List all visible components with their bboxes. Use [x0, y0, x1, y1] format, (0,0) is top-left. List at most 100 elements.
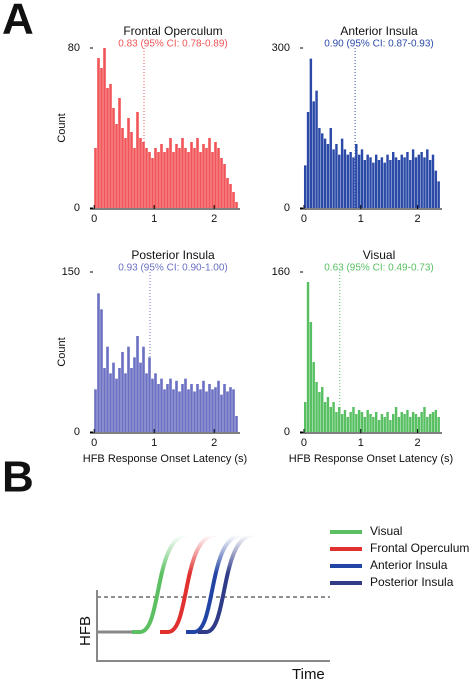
annotation: 0.93 (95% CI: 0.90-1.00)	[118, 263, 228, 274]
bar	[172, 152, 175, 208]
y-tick-label: 300	[272, 42, 290, 54]
bar	[349, 152, 352, 208]
bar	[196, 384, 199, 432]
bar	[118, 98, 121, 208]
bar	[214, 387, 217, 432]
bar	[306, 282, 310, 432]
x-label: Time	[292, 666, 325, 683]
bar	[318, 392, 321, 432]
bar	[133, 357, 136, 432]
bar	[372, 162, 375, 208]
bar	[187, 389, 190, 432]
bar	[349, 412, 352, 432]
bar	[318, 128, 321, 208]
bar	[355, 144, 358, 208]
legend-label: Anterior Insula	[370, 558, 448, 572]
bar	[426, 149, 429, 208]
bar	[184, 378, 187, 432]
bar	[97, 58, 100, 208]
bar	[223, 384, 226, 432]
bar	[160, 144, 163, 208]
response-curve	[198, 533, 255, 634]
bar	[229, 184, 232, 208]
bar	[326, 144, 330, 208]
bar	[312, 101, 315, 208]
bar	[202, 380, 205, 432]
bar	[121, 128, 124, 208]
y-tick-label: 80	[68, 42, 80, 54]
y-tick-label: 0	[284, 426, 290, 438]
bar	[100, 68, 103, 208]
bar	[343, 410, 347, 432]
bar	[193, 391, 196, 432]
x-label: HFB Response Onset Latency (s)	[289, 453, 453, 465]
bar	[205, 391, 208, 432]
bar	[217, 148, 220, 208]
bar	[346, 417, 350, 432]
bar	[400, 154, 403, 208]
bar	[403, 157, 406, 208]
bar	[145, 148, 148, 208]
bar	[112, 362, 115, 432]
bar	[431, 154, 435, 208]
bar	[394, 157, 398, 208]
bar	[109, 373, 112, 432]
bar	[303, 402, 307, 432]
bar	[169, 378, 172, 432]
bar	[417, 154, 421, 208]
bar	[154, 373, 157, 432]
bar	[127, 346, 130, 432]
bar	[121, 352, 124, 432]
bar	[394, 407, 398, 432]
bar	[169, 138, 172, 208]
bar	[355, 414, 358, 432]
x-label: HFB Response Onset Latency (s)	[83, 453, 247, 465]
bar	[335, 144, 338, 208]
bar	[338, 154, 341, 208]
bar	[326, 397, 330, 432]
bar	[196, 138, 199, 208]
bar	[139, 138, 142, 208]
bar	[383, 417, 386, 432]
bar	[151, 158, 154, 208]
bar	[352, 157, 355, 208]
bar	[136, 112, 139, 208]
chart-title: Visual	[363, 248, 395, 262]
bar	[190, 142, 193, 208]
bar	[175, 144, 178, 208]
y-tick-label: 160	[272, 266, 290, 278]
y-tick-label: 150	[62, 266, 80, 278]
x-tick-label: 0	[301, 213, 307, 225]
bar	[139, 362, 142, 432]
bar	[426, 417, 429, 432]
bar	[332, 402, 335, 432]
bar	[187, 152, 190, 208]
bar	[386, 412, 389, 432]
bar	[142, 346, 145, 432]
bar	[400, 412, 403, 432]
bar	[127, 118, 130, 208]
bar	[109, 84, 112, 208]
bar	[369, 157, 372, 208]
annotation: 0.83 (95% CI: 0.78-0.89)	[118, 39, 228, 50]
bar	[428, 414, 432, 432]
bar	[103, 368, 106, 432]
chart-title: Posterior Insula	[131, 248, 215, 262]
chart-title: Anterior Insula	[340, 24, 418, 38]
bar	[214, 142, 217, 208]
response-curve	[160, 533, 217, 634]
y-tick-label: 0	[74, 426, 80, 438]
bar	[423, 157, 426, 208]
annotation: 0.90 (95% CI: 0.87-0.93)	[324, 39, 434, 50]
bar	[437, 417, 440, 432]
bar	[406, 410, 409, 432]
bar	[202, 144, 205, 208]
bar	[309, 58, 313, 208]
x-tick-label: 1	[151, 213, 157, 225]
bar	[414, 157, 418, 208]
bar	[208, 138, 211, 208]
legend-label: Posterior Insula	[370, 575, 454, 589]
bar	[235, 202, 238, 208]
bar	[428, 160, 432, 208]
bar	[409, 417, 412, 432]
